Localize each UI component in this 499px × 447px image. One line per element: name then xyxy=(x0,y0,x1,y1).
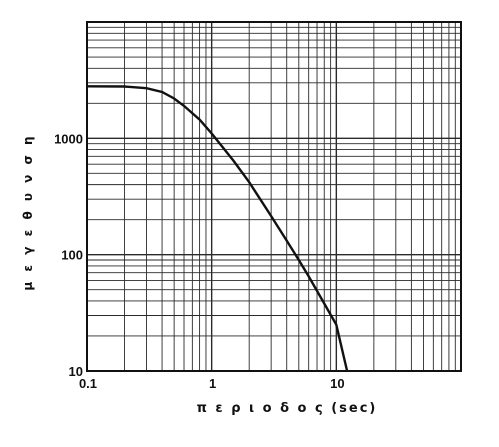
x-axis-label: π ε ρ ι ο δ ο ς (sec) xyxy=(197,401,378,416)
series-line xyxy=(86,85,349,372)
x-tick-labels: 0.1 1 10 xyxy=(79,376,345,391)
x-tick-label: 10 xyxy=(330,376,344,391)
x-tick-label: 0.1 xyxy=(79,376,97,391)
plot-frame xyxy=(86,21,462,372)
y-tick-labels: 10 100 1000 xyxy=(54,131,83,379)
y-tick-label: 100 xyxy=(61,248,83,263)
y-tick-label: 10 xyxy=(69,364,83,379)
x-tick-label: 1 xyxy=(209,376,216,391)
y-axis-label: μ ε γ ε θ υ ν σ η xyxy=(21,133,35,290)
grid xyxy=(87,22,461,371)
y-tick-label: 1000 xyxy=(54,131,83,146)
